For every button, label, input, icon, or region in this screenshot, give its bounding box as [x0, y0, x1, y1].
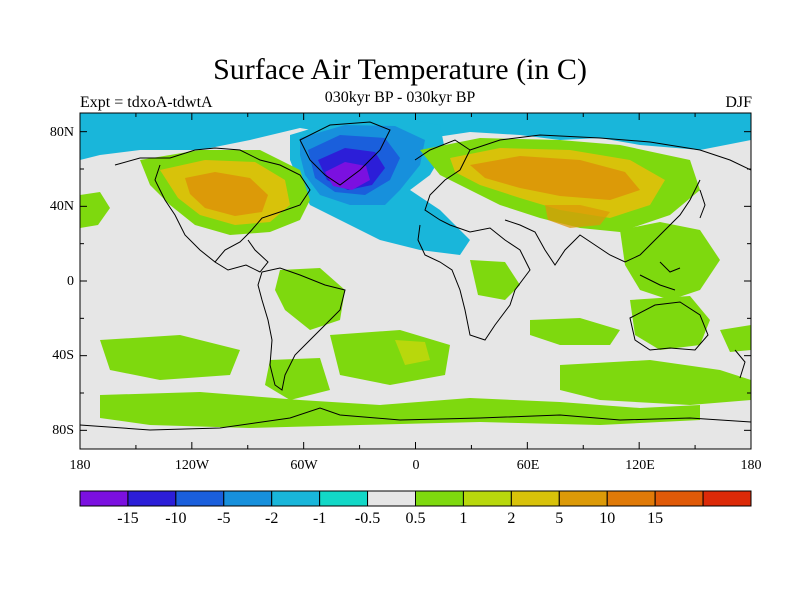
- central-asia-pink: [545, 205, 610, 228]
- colorbar-label: 1: [459, 510, 467, 527]
- colorbar-swatch: [367, 490, 417, 507]
- colorbar-label: -10: [165, 510, 186, 527]
- colorbar-label: 0.5: [406, 510, 426, 527]
- axis-labels: 80N 40N 0 40S 80S 180 120W 60W 0 60E 120…: [50, 125, 762, 473]
- southern-ocean-green-1: [560, 360, 751, 405]
- greenland-coast: [299, 121, 391, 186]
- lon-label-120w: 120W: [175, 458, 210, 473]
- lon-label-60e: 60E: [517, 458, 540, 473]
- colorbar-swatch: [654, 490, 704, 507]
- colorbar-label: -0.5: [355, 510, 380, 527]
- colorbar: [79, 490, 752, 507]
- colorbar-swatch: [415, 490, 464, 507]
- north-america-orange: [185, 172, 268, 216]
- lon-label-0: 0: [413, 458, 420, 473]
- southern-ocean-green-3: [100, 392, 700, 428]
- axis-ticks: [79, 113, 752, 449]
- experiment-label: Expt = tdxoA-tdwtA: [80, 94, 213, 111]
- colorbar-swatch: [127, 490, 177, 507]
- lat-label-80n: 80N: [50, 125, 74, 140]
- colorbar-labels: -15 -10 -5 -2 -1 -0.5 0.5 1 2 5 10 15: [117, 510, 663, 527]
- colorbar-swatch: [175, 490, 225, 507]
- colorbar-label: 10: [599, 510, 615, 527]
- lat-label-40n: 40N: [50, 199, 74, 214]
- map-subtitle: 030kyr BP - 030kyr BP: [324, 89, 476, 106]
- colorbar-swatch: [271, 490, 321, 507]
- asia-coast: [469, 134, 751, 266]
- south-atlantic-yellow: [395, 340, 430, 365]
- colorbar-label: -15: [117, 510, 138, 527]
- lat-label-40s: 40S: [52, 348, 74, 363]
- coastlines: [80, 121, 751, 431]
- colorbar-swatch: [79, 490, 129, 507]
- colorbar-swatch: [702, 490, 752, 507]
- west-pacific-green: [620, 222, 720, 300]
- season-label: DJF: [725, 94, 752, 111]
- south-america-green: [275, 268, 345, 330]
- colorbar-swatch: [223, 490, 273, 507]
- australia-east-green: [720, 325, 751, 352]
- lat-label-0: 0: [67, 274, 74, 289]
- lon-label-180e: 180: [741, 458, 762, 473]
- colorbar-swatch: [558, 490, 608, 507]
- colorbar-swatch: [319, 490, 369, 507]
- colorbar-label: 5: [555, 510, 563, 527]
- lat-label-80s: 80S: [52, 423, 74, 438]
- colorbar-swatch: [462, 490, 512, 507]
- africa-green: [470, 260, 520, 300]
- lon-label-120e: 120E: [625, 458, 655, 473]
- anomaly-fields: [80, 113, 751, 428]
- north-america-coast: [114, 147, 311, 273]
- colorbar-swatch: [606, 490, 656, 507]
- new-zealand: [734, 349, 746, 379]
- eurasia-orange: [470, 156, 640, 200]
- colorbar-label: 2: [507, 510, 515, 527]
- colorbar-swatch: [510, 490, 560, 507]
- colorbar-label: -1: [313, 510, 326, 527]
- east-pacific-green: [80, 192, 110, 228]
- colorbar-label: -5: [217, 510, 230, 527]
- map-title: Surface Air Temperature (in C): [213, 53, 587, 86]
- japan-islands: [639, 189, 706, 291]
- australia-coast: [629, 301, 709, 351]
- colorbar-label: -2: [265, 510, 278, 527]
- lon-label-60w: 60W: [290, 458, 318, 473]
- lon-label-180w: 180: [70, 458, 91, 473]
- antarctica-coast: [80, 407, 751, 431]
- australia-green: [630, 296, 710, 350]
- indian-ocean-green: [530, 318, 620, 345]
- colorbar-label: 15: [647, 510, 663, 527]
- south-america-coast: [257, 267, 346, 391]
- europe-africa-coast: [414, 139, 531, 341]
- south-pacific-green: [100, 335, 240, 380]
